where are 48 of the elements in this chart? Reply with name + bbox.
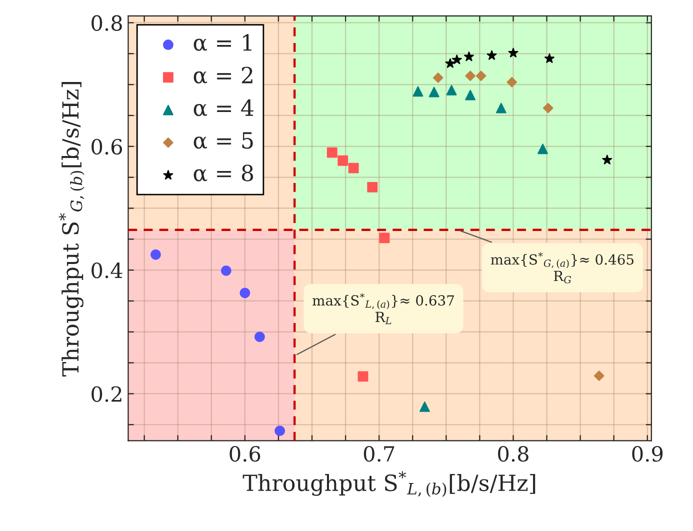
point xyxy=(445,58,456,68)
x-tick-label: 0.9 xyxy=(632,446,663,462)
point xyxy=(428,86,440,98)
point xyxy=(419,402,430,412)
point xyxy=(240,288,250,298)
point xyxy=(594,370,604,381)
legend-label: α = 1 xyxy=(194,34,252,51)
point xyxy=(542,102,554,114)
point xyxy=(446,84,457,96)
ref-line-label: max{S$^{*}$$_{G,(a)}$}≈ 0.465 R$_{G}$ xyxy=(490,252,634,284)
point xyxy=(452,54,462,64)
y-axis-title: Throughput S$^{*}$$_{G,(b)}$[b/s/Hz] xyxy=(58,82,84,376)
point xyxy=(506,76,518,88)
legend-label: α = 4 xyxy=(194,99,254,116)
x-tick-label: 0.7 xyxy=(364,446,394,462)
point xyxy=(544,53,554,63)
point xyxy=(348,162,359,174)
legend-label: α = 8 xyxy=(194,164,254,182)
y-tick-label: 0.8 xyxy=(92,15,122,31)
point xyxy=(486,50,497,60)
legend-label: α = 2 xyxy=(194,66,252,84)
point xyxy=(254,332,265,342)
point xyxy=(538,144,548,154)
point xyxy=(476,70,486,82)
x-tick-label: 0.8 xyxy=(498,446,528,462)
point xyxy=(379,232,390,244)
x-axis-title: Throughput S$^{*}$$_{L,(b)}$[b/s/Hz] xyxy=(242,471,536,497)
ref-line-label: max{S$^{*}$$_{L,(a)}$}≈ 0.637 R$_{L}$ xyxy=(312,293,454,324)
point xyxy=(220,265,232,276)
point xyxy=(464,52,474,62)
point xyxy=(358,371,368,382)
point xyxy=(432,72,444,83)
point xyxy=(326,147,338,158)
point xyxy=(465,90,476,100)
point xyxy=(412,86,424,97)
point xyxy=(150,249,161,260)
point xyxy=(496,102,506,114)
point xyxy=(274,426,286,436)
point xyxy=(338,155,348,166)
legend-label: α = 5 xyxy=(194,132,253,149)
point xyxy=(367,182,378,192)
point xyxy=(602,154,612,164)
point xyxy=(465,70,476,82)
y-tick-label: 0.6 xyxy=(92,138,122,155)
point xyxy=(508,48,518,58)
x-tick-label: 0.6 xyxy=(230,446,260,462)
y-tick-label: 0.4 xyxy=(92,262,122,278)
y-tick-label: 0.2 xyxy=(92,386,122,402)
